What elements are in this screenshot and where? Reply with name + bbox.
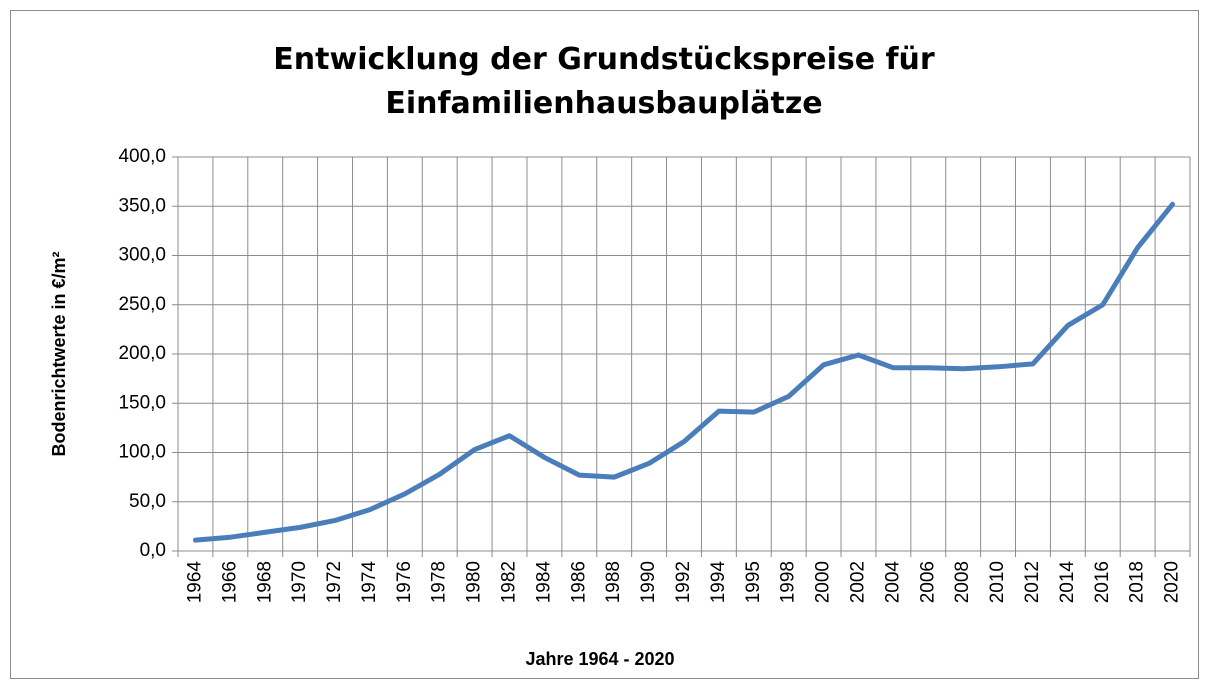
y-tick-label: 350,0 (118, 195, 166, 216)
y-tick-label: 0,0 (140, 540, 166, 561)
x-tick-label: 1978 (429, 561, 450, 603)
y-tick-label: 200,0 (118, 343, 166, 364)
y-axis-title: Bodenrichtwerte in €/m² (49, 251, 69, 456)
x-tick-label: 1995 (743, 561, 764, 603)
x-tick-label: 2006 (917, 561, 938, 603)
x-tick-label: 2000 (813, 561, 834, 603)
x-tick-label: 2002 (847, 561, 868, 603)
x-tick-label: 2018 (1127, 561, 1148, 603)
x-tick-label: 1976 (394, 561, 415, 603)
x-tick-label: 1974 (359, 561, 380, 604)
data-line (192, 201, 1176, 543)
x-tick-label: 1964 (184, 561, 205, 604)
chart-title: Entwicklung der Grundstückspreise für Ei… (273, 42, 935, 121)
chart-border (10, 10, 1199, 679)
x-tick-label: 1986 (568, 561, 589, 603)
x-tick-label: 1972 (324, 561, 345, 603)
x-tick-label: 1984 (533, 561, 554, 604)
x-tick-label: 1968 (254, 561, 275, 603)
x-tick-label: 2008 (952, 561, 973, 603)
x-tick-label: 2020 (1162, 561, 1183, 603)
x-tick-label: 1994 (708, 561, 729, 604)
x-tick-label: 2012 (1022, 561, 1043, 603)
x-tick-label: 1998 (778, 561, 799, 603)
x-tick-label: 1980 (464, 561, 485, 603)
x-axis-title: Jahre 1964 - 2020 (525, 649, 674, 669)
x-tick-label: 1992 (673, 561, 694, 603)
x-tick-label: 2016 (1092, 561, 1113, 603)
x-tick-label: 2004 (882, 561, 903, 604)
y-tick-label: 400,0 (118, 146, 166, 167)
y-tick-label: 250,0 (118, 294, 166, 315)
x-tick-label: 1982 (499, 561, 520, 603)
y-tick-label: 300,0 (118, 245, 166, 266)
x-tick-label: 1970 (289, 561, 310, 603)
x-tick-label: 2010 (987, 561, 1008, 603)
x-tick-label: 1990 (638, 561, 659, 603)
y-tick-label: 100,0 (118, 442, 166, 463)
x-tick-label: 1988 (603, 561, 624, 603)
y-tick-label: 150,0 (118, 392, 166, 413)
x-tick-label: 2014 (1057, 561, 1078, 604)
y-tick-label: 50,0 (129, 491, 166, 512)
x-tick-label: 1966 (219, 561, 240, 603)
